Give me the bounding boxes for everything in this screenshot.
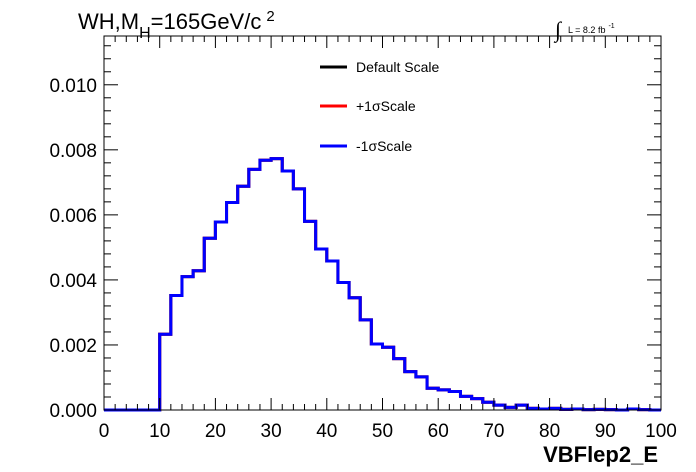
x-tick-label: 10 bbox=[149, 421, 170, 442]
x-tick-label: 40 bbox=[316, 421, 337, 442]
x-tick-label: 30 bbox=[261, 421, 282, 442]
x-axis-label: VBFlep2_E bbox=[543, 442, 658, 467]
y-tick-label: 0.002 bbox=[49, 336, 97, 357]
chart-title-rest: =165GeV/c bbox=[151, 9, 262, 34]
x-tick-label: 0 bbox=[99, 421, 110, 442]
legend-label-minus1sigma-scale: -1σScale bbox=[356, 138, 412, 154]
y-tick-label: 0.010 bbox=[49, 76, 97, 97]
legend-label-default-scale: Default Scale bbox=[356, 59, 439, 75]
legend-label-plus1sigma-scale: +1σScale bbox=[356, 98, 416, 114]
chart-title-main: WH,M bbox=[78, 9, 139, 34]
axes-group: 0 10 20 30 40 50 60 70 80 90 100 0.000 0.002 0.004 0.0… bbox=[49, 36, 677, 442]
y-tick-label: 0.000 bbox=[49, 401, 97, 422]
x-tick-label: 50 bbox=[372, 421, 393, 442]
x-tick-label: 100 bbox=[645, 421, 677, 442]
chart-title-superscript: 2 bbox=[266, 8, 274, 25]
plot-frame bbox=[103, 35, 662, 411]
y-tick-label: 0.006 bbox=[49, 206, 97, 227]
luminosity-integral: ∫ bbox=[553, 17, 563, 43]
luminosity-label: L = 8.2 fb -1 bbox=[568, 23, 615, 35]
x-tick-label: 20 bbox=[205, 421, 226, 442]
x-tick-label: 90 bbox=[595, 421, 616, 442]
legend: Default Scale +1σScale -1σScale bbox=[320, 59, 439, 154]
chart-title-subscript: H bbox=[139, 25, 151, 42]
x-tick-label: 80 bbox=[539, 421, 560, 442]
luminosity-superscript: -1 bbox=[608, 23, 614, 30]
x-tick-label: 70 bbox=[483, 421, 504, 442]
y-tick-label: 0.008 bbox=[49, 141, 97, 162]
luminosity-text: L = 8.2 fb bbox=[568, 25, 605, 35]
x-tick-label: 60 bbox=[428, 421, 449, 442]
y-tick-label: 0.004 bbox=[49, 271, 97, 292]
chart-title: WH,MH=165GeV/c 2 bbox=[78, 8, 275, 42]
